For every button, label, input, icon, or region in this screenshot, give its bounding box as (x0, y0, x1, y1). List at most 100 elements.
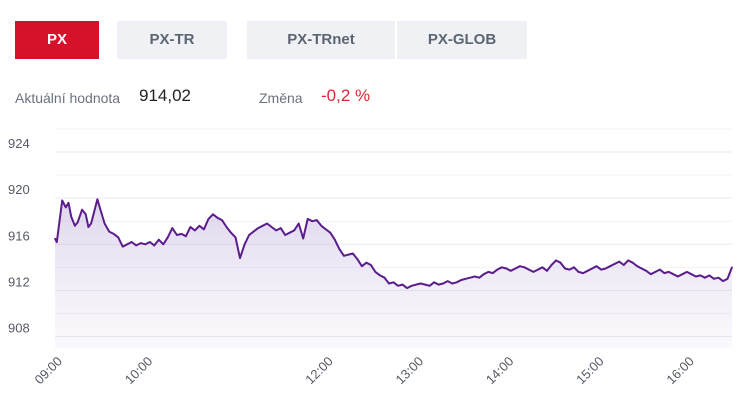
data-point (230, 231, 232, 234)
data-point (329, 231, 332, 234)
data-point (677, 275, 679, 278)
data-point (627, 259, 629, 262)
data-point (279, 227, 282, 229)
data-point (216, 217, 219, 219)
data-point (681, 273, 684, 275)
data-point (564, 267, 566, 270)
data-point (568, 268, 571, 271)
data-point (717, 276, 720, 279)
data-point (460, 279, 463, 281)
data-point (252, 230, 255, 233)
data-point (672, 273, 675, 275)
data-point (316, 219, 318, 221)
data-point (87, 226, 90, 228)
data-point (203, 228, 205, 231)
current-value-label: Aktuální hodnota (15, 90, 121, 106)
data-point (162, 243, 165, 246)
data-point (189, 226, 192, 228)
chart-area-fill (55, 199, 732, 348)
data-point (288, 231, 291, 234)
tab-px-glob[interactable]: PX-GLOB (397, 21, 527, 59)
data-point (343, 255, 345, 257)
data-point (541, 266, 544, 269)
tab-px[interactable]: PX (15, 21, 99, 59)
data-point (302, 237, 305, 240)
data-point (90, 222, 92, 225)
data-point (523, 266, 526, 269)
data-point (401, 283, 404, 286)
data-point (618, 260, 620, 263)
data-point (81, 208, 83, 211)
data-point (248, 234, 250, 236)
data-point (690, 273, 693, 275)
chart-series-line (54, 198, 733, 290)
change-value: -0,2 % (321, 86, 371, 105)
data-point (722, 280, 724, 282)
data-point (654, 271, 657, 273)
data-point (65, 206, 67, 209)
data-point (140, 242, 142, 244)
data-point (464, 278, 467, 280)
x-tick-label: 15:00 (573, 354, 607, 388)
data-point (699, 274, 702, 277)
tab-px-tr[interactable]: PX-TR (117, 21, 227, 59)
data-point (446, 280, 449, 282)
data-point (234, 236, 237, 239)
data-point (388, 282, 390, 285)
data-point (103, 222, 106, 225)
data-point (74, 225, 76, 227)
data-point (591, 267, 593, 270)
data-point (320, 225, 323, 227)
y-tick-label: 920 (8, 182, 30, 197)
y-axis: 908 912 916 920 924 (8, 136, 30, 335)
x-tick-label: 10:00 (122, 354, 156, 388)
x-tick-label: 14:00 (483, 354, 517, 388)
tab-px-trnet[interactable]: PX-TRnet (247, 21, 395, 59)
data-point (532, 271, 535, 273)
y-tick-label: 912 (8, 274, 30, 289)
data-point (207, 218, 210, 220)
data-point (198, 225, 201, 227)
data-point (636, 265, 638, 267)
data-point (221, 219, 223, 221)
index-chart: 908 912 916 920 924 09:00 10:00 12:00 13:00 14:0… (8, 128, 733, 388)
data-point (631, 261, 634, 264)
data-point (76, 221, 79, 224)
data-point (194, 229, 196, 232)
data-point (726, 278, 729, 280)
data-point (158, 238, 160, 241)
data-point (451, 282, 454, 285)
data-point (668, 271, 670, 273)
data-point (108, 230, 110, 233)
data-point (67, 202, 70, 204)
chart-points (54, 198, 733, 289)
data-point (61, 199, 63, 202)
data-point (713, 278, 715, 280)
x-tick-label: 09:00 (32, 354, 66, 388)
data-point (483, 273, 485, 275)
data-point (415, 283, 417, 286)
data-point (112, 233, 115, 235)
data-point (555, 259, 557, 262)
data-point (492, 272, 494, 274)
data-point (297, 222, 300, 225)
data-point (406, 287, 408, 289)
data-point (126, 243, 128, 246)
data-point (370, 264, 372, 266)
data-point (275, 229, 278, 232)
data-point (144, 243, 147, 246)
data-point (428, 285, 431, 287)
x-axis: 09:00 10:00 12:00 13:00 14:00 15:00 16:00 (32, 354, 697, 388)
data-point (496, 268, 499, 271)
data-point (257, 227, 259, 229)
data-point (397, 285, 399, 287)
data-point (473, 275, 476, 278)
x-tick-label: 12:00 (302, 354, 336, 388)
data-point (356, 258, 359, 260)
data-point (212, 213, 214, 216)
data-point (379, 274, 381, 277)
data-point (54, 237, 56, 240)
y-tick-label: 916 (8, 228, 30, 243)
data-point (650, 273, 652, 275)
data-point (361, 265, 363, 267)
